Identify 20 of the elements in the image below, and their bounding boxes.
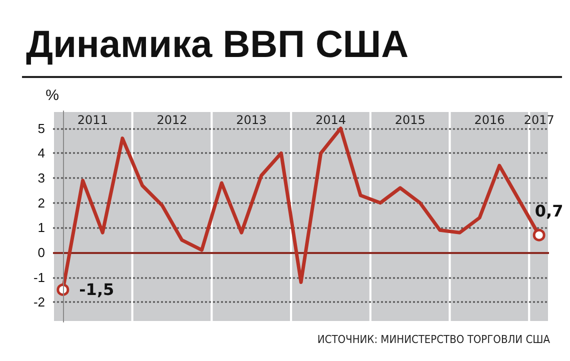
y-tick-label: -2 [33, 294, 45, 310]
annotation: 2013 [236, 113, 267, 127]
text: ИСТОЧНИК: МИНИСТЕРСТВО ТОРГОВЛИ США [317, 333, 550, 346]
data-label: 0,7 [534, 201, 564, 220]
y-tick-label: 5 [38, 120, 45, 136]
annotation: 2017 [524, 113, 554, 127]
y-tick-label: 2 [38, 195, 45, 210]
chart-title: Динамика ВВП США [26, 24, 409, 66]
y-tick-label: 0 [38, 244, 45, 260]
y-tick-label: 4 [38, 146, 45, 161]
y-tick-label: 3 [38, 170, 45, 186]
data-label: -1,5 [79, 280, 114, 300]
y-tick-label: 1 [38, 220, 45, 236]
annotation: 2012 [156, 113, 188, 127]
annotation: 2014 [315, 113, 346, 127]
y-axis-title: % [46, 87, 59, 104]
annotation: 2016 [474, 113, 505, 127]
annotation: 2011 [77, 113, 108, 127]
annotation: 2015 [394, 113, 426, 127]
y-tick-label: -1 [33, 270, 45, 285]
